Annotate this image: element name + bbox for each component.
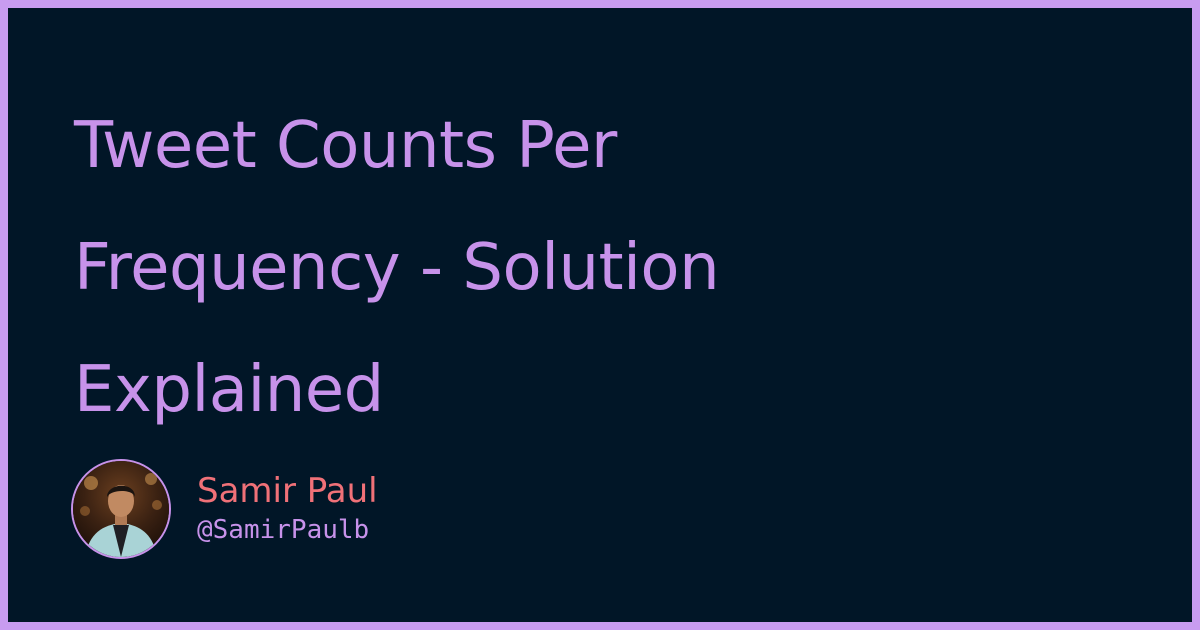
author-block: Samir Paul @SamirPaulb [71, 459, 378, 559]
author-name: Samir Paul [197, 471, 378, 511]
author-avatar [71, 459, 171, 559]
title-line-1: Tweet Counts Per [74, 109, 617, 183]
author-text: Samir Paul @SamirPaulb [197, 470, 378, 548]
og-card: Tweet Counts Per Frequency - Solution Ex… [8, 8, 1192, 622]
title-line-2: Frequency - Solution [74, 231, 720, 305]
article-title: Tweet Counts Per Frequency - Solution Ex… [74, 85, 1134, 451]
title-line-3: Explained [74, 353, 384, 427]
author-handle: @SamirPaulb [197, 515, 370, 545]
person-photo-icon [73, 461, 169, 557]
